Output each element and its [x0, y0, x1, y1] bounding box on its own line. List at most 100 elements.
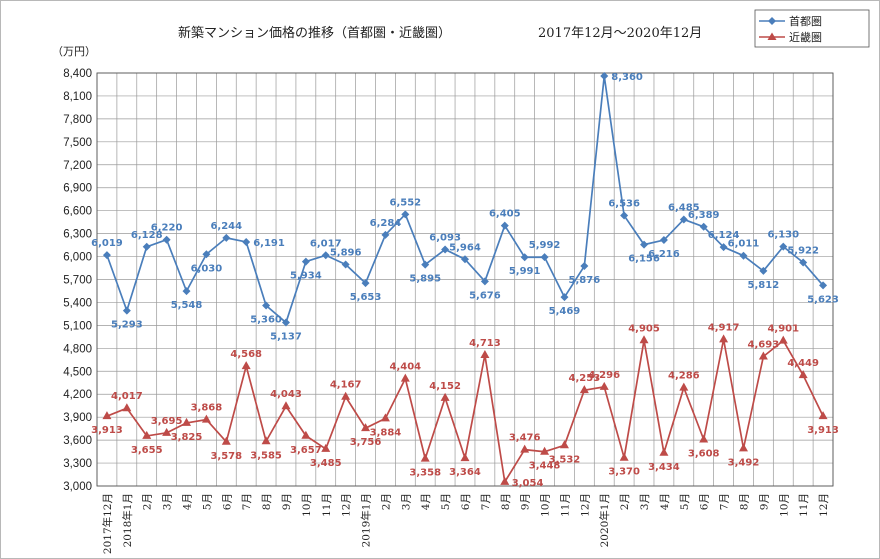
diamond-marker: [620, 211, 629, 220]
x-tick-label: 5月: [201, 493, 213, 510]
triangle-marker: [719, 334, 729, 343]
data-label: 5,653: [350, 292, 382, 303]
data-label: 4,043: [270, 389, 302, 400]
data-label: 3,364: [449, 467, 481, 478]
data-label: 6,389: [688, 210, 720, 221]
x-tick-label: 2019年1月: [360, 493, 373, 547]
data-label: 5,934: [290, 271, 322, 282]
data-label: 4,017: [111, 391, 143, 402]
y-tick-label: 6,900: [63, 183, 92, 195]
diamond-marker: [381, 230, 390, 239]
x-tick-label: 2月: [380, 493, 392, 510]
triangle-marker: [380, 413, 390, 422]
y-tick-label: 6,000: [63, 252, 92, 264]
x-tick-label: 6月: [221, 493, 233, 510]
data-label: 6,244: [210, 221, 242, 232]
data-label: 4,901: [767, 324, 799, 335]
data-label: 5,964: [449, 242, 481, 253]
data-label: 3,913: [91, 425, 123, 436]
y-tick-label: 4,500: [63, 366, 92, 378]
triangle-marker: [778, 335, 788, 344]
data-label: 5,895: [409, 274, 441, 285]
data-label: 6,017: [310, 238, 342, 249]
data-label: 6,124: [708, 230, 740, 241]
data-label: 5,360: [250, 315, 282, 326]
diamond-marker: [739, 251, 748, 260]
y-tick-label: 3,300: [63, 458, 92, 470]
x-tick-label: 9月: [758, 493, 770, 510]
data-label: 5,991: [509, 266, 541, 277]
y-tick-label: 5,400: [63, 297, 92, 309]
triangle-marker: [440, 392, 450, 401]
data-label: 4,693: [748, 340, 780, 351]
x-axis-ticks: 2017年12月 2018年1月 2月 3月 4月 5月 6月 7月 8月 9月 10月 11月 12月…: [101, 493, 830, 554]
triangle-marker: [818, 411, 828, 420]
data-label: 4,253: [569, 373, 601, 384]
data-label: 5,293: [111, 320, 143, 331]
diamond-marker: [779, 242, 788, 251]
diamond-marker: [122, 306, 131, 315]
x-tick-label: 9月: [520, 493, 532, 510]
data-label: 3,884: [370, 427, 402, 438]
triangle-marker: [500, 476, 510, 485]
data-label: 4,917: [708, 322, 740, 333]
data-label: 3,608: [688, 448, 720, 459]
triangle-marker: [182, 417, 192, 426]
x-tick-label: 12月: [341, 493, 353, 517]
x-tick-label: 11月: [798, 493, 810, 517]
data-label: 3,492: [728, 457, 760, 468]
x-tick-label: 11月: [559, 493, 571, 517]
x-tick-label: 3月: [400, 493, 412, 510]
triangle-marker: [798, 370, 808, 379]
x-tick-label: 8月: [738, 493, 750, 510]
data-label: 4,286: [668, 371, 700, 382]
triangle-marker: [699, 434, 709, 443]
diamond-marker: [500, 221, 509, 230]
x-tick-label: 10月: [301, 493, 313, 517]
axes: [96, 72, 834, 487]
diamond-marker: [441, 245, 450, 254]
data-label: 3,913: [807, 425, 839, 436]
data-label: 4,152: [429, 381, 461, 392]
data-label: 5,896: [330, 248, 362, 259]
data-label: 6,128: [131, 230, 163, 241]
diamond-marker: [102, 251, 111, 260]
diamond-marker: [799, 258, 808, 267]
legend-diamond-icon: [768, 17, 776, 25]
gridlines: [96, 72, 834, 487]
x-tick-label: 2月: [619, 493, 631, 510]
data-label: 6,485: [668, 202, 700, 213]
x-tick-label: 4月: [420, 493, 432, 510]
data-label: 3,578: [210, 451, 242, 462]
data-label: 6,030: [191, 263, 223, 274]
triangle-marker: [261, 436, 271, 445]
data-label: 4,568: [230, 349, 262, 360]
legend-label-series-1: 首都圏: [789, 14, 822, 28]
data-label: 5,469: [549, 306, 581, 317]
data-label: 6,405: [489, 209, 521, 220]
x-tick-label: 6月: [699, 493, 711, 510]
diamond-marker: [262, 301, 271, 310]
y-tick-label: 5,700: [63, 275, 92, 287]
y-tick-label: 8,100: [63, 91, 92, 103]
data-label: 3,756: [350, 437, 382, 448]
data-label: 3,485: [310, 458, 342, 469]
x-tick-label: 5月: [679, 493, 691, 510]
data-label: 8,360: [611, 72, 643, 83]
triangle-marker: [738, 443, 748, 452]
diamond-marker: [162, 235, 171, 244]
triangle-marker: [301, 430, 311, 439]
triangle-marker: [679, 382, 689, 391]
triangle-marker: [281, 401, 291, 410]
diamond-marker: [461, 255, 469, 264]
triangle-marker: [480, 349, 490, 358]
triangle-marker: [758, 351, 768, 360]
x-tick-label: 7月: [719, 493, 731, 510]
triangle-marker: [599, 381, 609, 390]
diamond-marker: [182, 287, 191, 296]
x-tick-label: 2018年1月: [121, 493, 134, 547]
triangle-marker: [241, 361, 251, 370]
data-label: 6,220: [151, 223, 183, 234]
x-tick-label: 3月: [639, 493, 651, 510]
data-label: 5,922: [787, 246, 819, 257]
